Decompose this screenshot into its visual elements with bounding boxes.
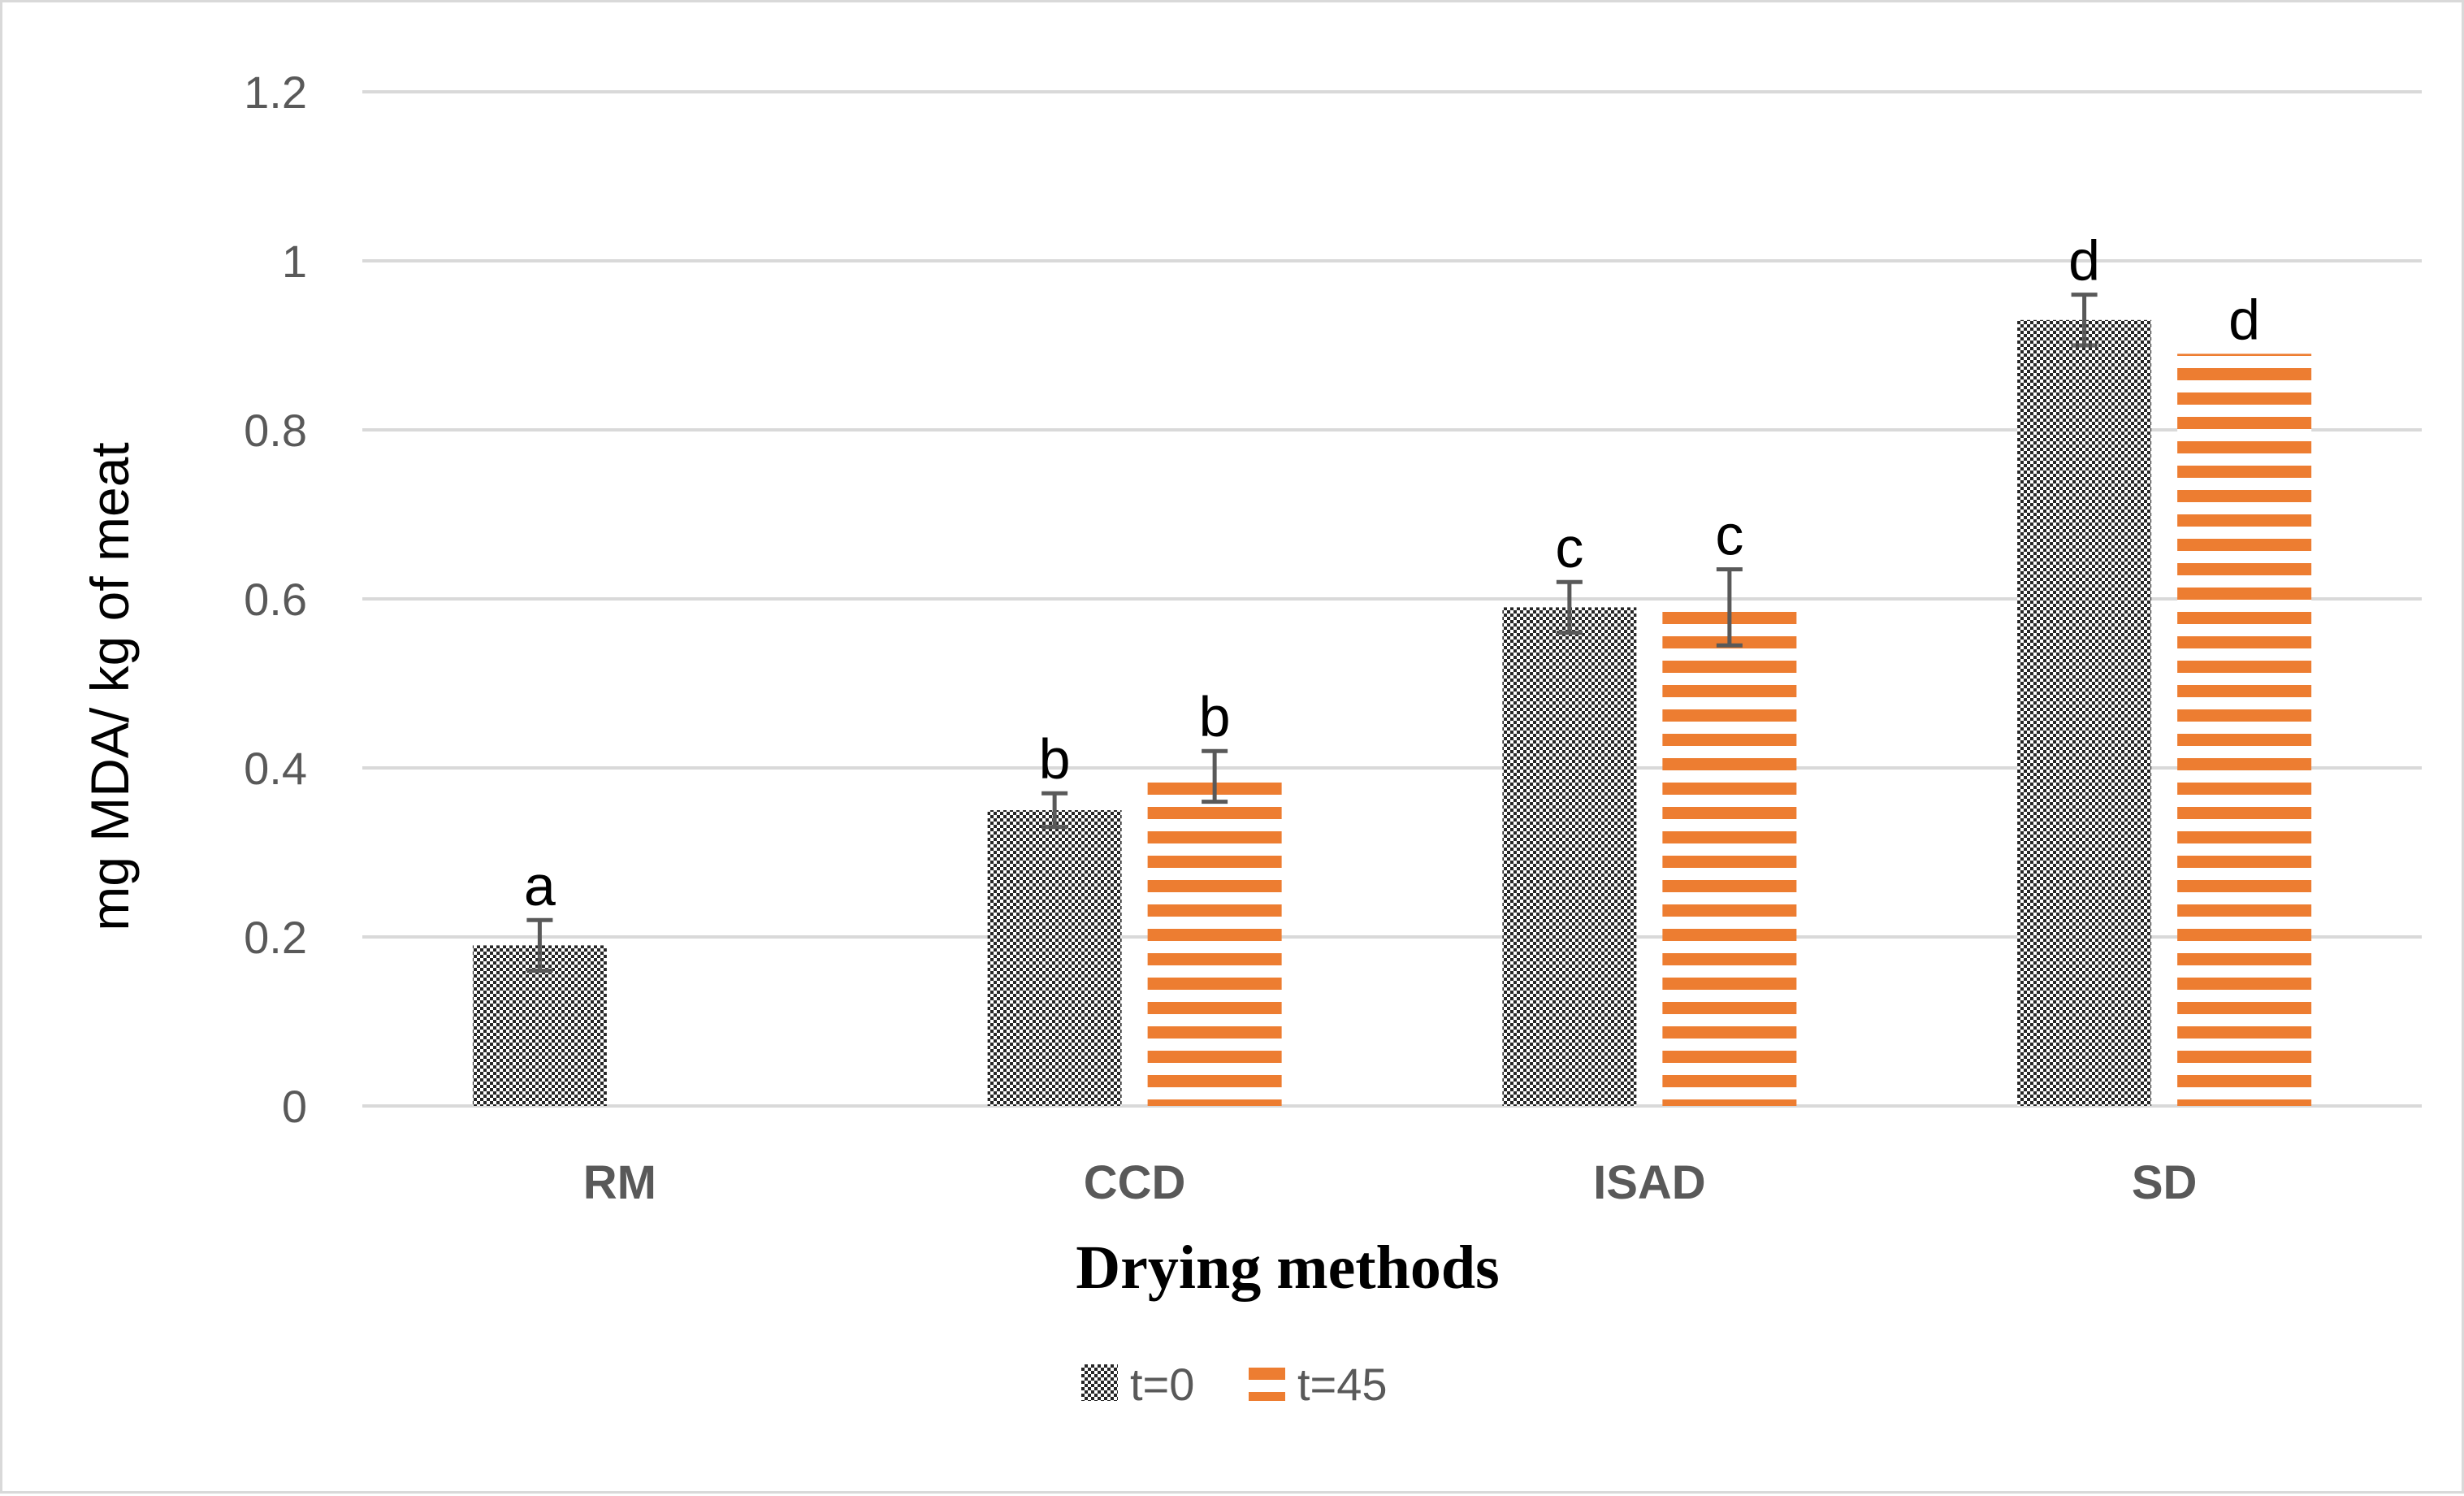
bar xyxy=(2017,319,2152,1106)
y-axis-label: mg MDA/ kg of meat xyxy=(80,442,140,931)
legend-swatch-t45 xyxy=(1249,1364,1285,1401)
legend-swatch-t0 xyxy=(1081,1364,1118,1401)
y-tick-label: 0.2 xyxy=(244,912,307,963)
y-tick-label: 0.8 xyxy=(244,405,307,456)
x-tick-label: SD xyxy=(2132,1156,2198,1209)
bar xyxy=(1502,607,1637,1106)
bar xyxy=(987,810,1122,1106)
y-tick-label: 0.6 xyxy=(244,574,307,625)
bars xyxy=(472,319,2312,1106)
bar xyxy=(1147,776,1282,1106)
legend-label-t45: t=45 xyxy=(1297,1359,1388,1410)
x-axis-categories: RM CCD ISAD SD xyxy=(583,1156,2198,1209)
significance-label: c xyxy=(1715,504,1743,567)
significance-label: c xyxy=(1555,516,1583,579)
x-tick-label: ISAD xyxy=(1593,1156,1706,1209)
significance-labels: a b c d b c d xyxy=(524,229,2260,918)
y-tick-label: 1 xyxy=(282,236,307,287)
y-tick-label: 1.2 xyxy=(244,67,307,118)
significance-label: d xyxy=(2068,229,2100,293)
significance-label: d xyxy=(2228,288,2260,351)
legend-label-t0: t=0 xyxy=(1130,1359,1194,1410)
x-axis-label: Drying methods xyxy=(1076,1234,1499,1302)
x-tick-label: RM xyxy=(583,1156,656,1209)
y-axis-ticks: 0 0.2 0.4 0.6 0.8 1 1.2 xyxy=(244,67,307,1132)
bar xyxy=(2177,353,2312,1106)
significance-label: a xyxy=(524,854,556,917)
error-bars xyxy=(526,293,2098,973)
y-tick-label: 0.4 xyxy=(244,743,307,794)
bar xyxy=(1662,607,1797,1106)
x-tick-label: CCD xyxy=(1084,1156,1186,1209)
significance-label: b xyxy=(1199,685,1231,748)
legend: t=0 t=45 xyxy=(1081,1359,1388,1410)
y-tick-label: 0 xyxy=(282,1081,307,1132)
gridlines xyxy=(362,90,2422,1108)
significance-label: b xyxy=(1039,727,1071,791)
